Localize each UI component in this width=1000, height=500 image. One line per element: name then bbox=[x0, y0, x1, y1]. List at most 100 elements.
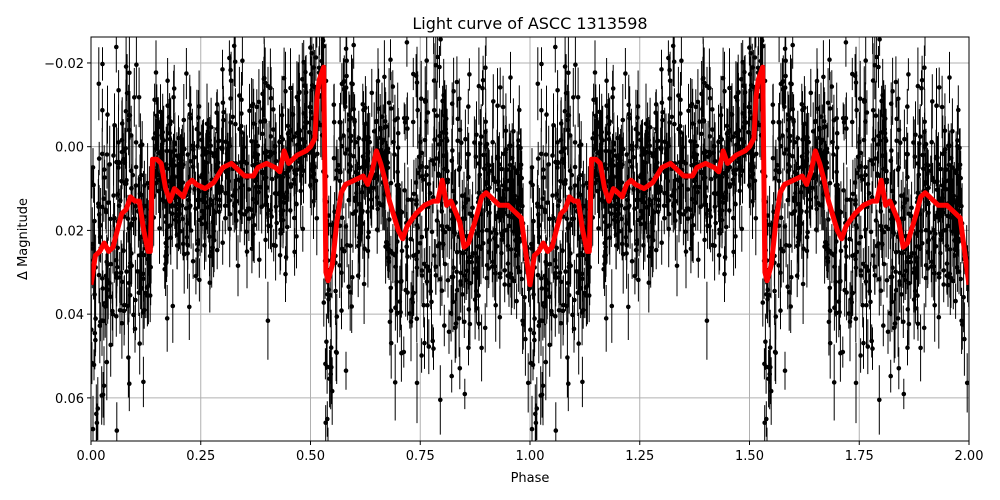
data-point bbox=[770, 102, 776, 107]
data-point bbox=[731, 181, 736, 186]
data-point bbox=[704, 211, 709, 217]
data-point bbox=[760, 43, 765, 49]
data-point bbox=[736, 159, 741, 165]
data-point bbox=[718, 177, 723, 183]
data-point bbox=[339, 81, 345, 87]
data-point bbox=[915, 161, 921, 166]
data-point bbox=[552, 271, 558, 277]
data-point bbox=[457, 96, 462, 102]
data-point bbox=[157, 226, 162, 231]
data-point bbox=[462, 319, 467, 325]
data-point bbox=[861, 97, 867, 103]
data-point bbox=[870, 161, 876, 167]
data-point bbox=[540, 383, 546, 389]
data-point bbox=[578, 192, 583, 198]
data-point bbox=[97, 234, 103, 240]
data-point bbox=[167, 137, 173, 142]
data-point bbox=[91, 241, 95, 247]
data-point bbox=[134, 62, 139, 67]
data-point bbox=[303, 69, 308, 75]
data-point bbox=[901, 216, 907, 222]
data-point bbox=[338, 136, 343, 141]
data-point bbox=[168, 178, 173, 184]
data-point bbox=[850, 290, 855, 296]
data-point bbox=[880, 241, 885, 247]
data-point bbox=[656, 197, 662, 203]
data-point bbox=[424, 279, 430, 284]
data-point bbox=[214, 196, 219, 201]
data-point bbox=[563, 90, 569, 96]
data-point bbox=[199, 208, 205, 214]
data-point bbox=[741, 83, 746, 88]
data-point bbox=[770, 119, 776, 125]
data-point bbox=[700, 106, 705, 112]
data-point bbox=[800, 107, 805, 113]
data-point bbox=[620, 117, 626, 123]
data-point bbox=[308, 45, 313, 50]
data-point bbox=[434, 113, 440, 118]
data-point bbox=[371, 129, 377, 134]
data-point bbox=[323, 420, 329, 426]
data-point bbox=[141, 307, 147, 313]
data-point bbox=[454, 249, 460, 255]
data-point bbox=[163, 240, 168, 246]
data-point bbox=[873, 156, 878, 161]
data-point bbox=[636, 277, 641, 283]
data-point bbox=[436, 142, 442, 147]
data-point bbox=[677, 185, 682, 190]
data-point bbox=[606, 137, 612, 142]
data-point bbox=[467, 72, 472, 77]
data-point bbox=[257, 257, 262, 263]
data-point bbox=[863, 119, 868, 124]
data-point bbox=[215, 160, 221, 165]
data-point bbox=[158, 125, 164, 130]
data-point bbox=[240, 58, 245, 63]
data-point bbox=[147, 293, 153, 298]
data-point bbox=[511, 165, 516, 170]
data-point bbox=[567, 168, 573, 174]
data-point bbox=[540, 318, 546, 324]
data-point bbox=[624, 152, 630, 157]
data-point bbox=[126, 355, 131, 360]
data-point bbox=[479, 228, 485, 234]
data-point bbox=[165, 103, 170, 108]
data-point bbox=[303, 90, 309, 95]
data-point bbox=[91, 165, 96, 170]
data-point bbox=[187, 304, 192, 310]
data-point bbox=[875, 142, 881, 147]
data-point bbox=[496, 179, 501, 184]
data-point bbox=[294, 94, 300, 100]
data-point bbox=[491, 175, 497, 181]
data-point bbox=[533, 411, 538, 417]
data-point bbox=[193, 273, 199, 279]
data-point bbox=[853, 265, 859, 271]
data-point bbox=[799, 154, 805, 159]
data-point bbox=[505, 243, 511, 249]
data-point bbox=[733, 130, 739, 136]
data-point bbox=[486, 171, 491, 177]
data-point bbox=[163, 214, 168, 219]
data-point bbox=[369, 90, 375, 96]
data-point bbox=[503, 147, 509, 152]
data-point bbox=[292, 181, 297, 186]
data-point bbox=[118, 270, 124, 276]
data-point bbox=[596, 226, 601, 231]
data-point bbox=[266, 223, 271, 229]
data-point bbox=[926, 210, 931, 216]
data-point bbox=[565, 117, 570, 123]
data-point bbox=[449, 158, 455, 164]
data-point bbox=[227, 226, 232, 232]
data-point bbox=[917, 246, 923, 251]
data-point bbox=[934, 187, 940, 192]
data-point bbox=[459, 140, 464, 145]
data-point bbox=[713, 220, 718, 226]
data-point bbox=[602, 240, 607, 246]
data-point bbox=[726, 129, 732, 134]
data-point bbox=[742, 139, 747, 145]
x-tick-label: 0.75 bbox=[406, 449, 435, 464]
data-point bbox=[934, 103, 939, 108]
data-point bbox=[692, 184, 698, 189]
data-point bbox=[595, 188, 600, 194]
data-point bbox=[277, 192, 282, 197]
